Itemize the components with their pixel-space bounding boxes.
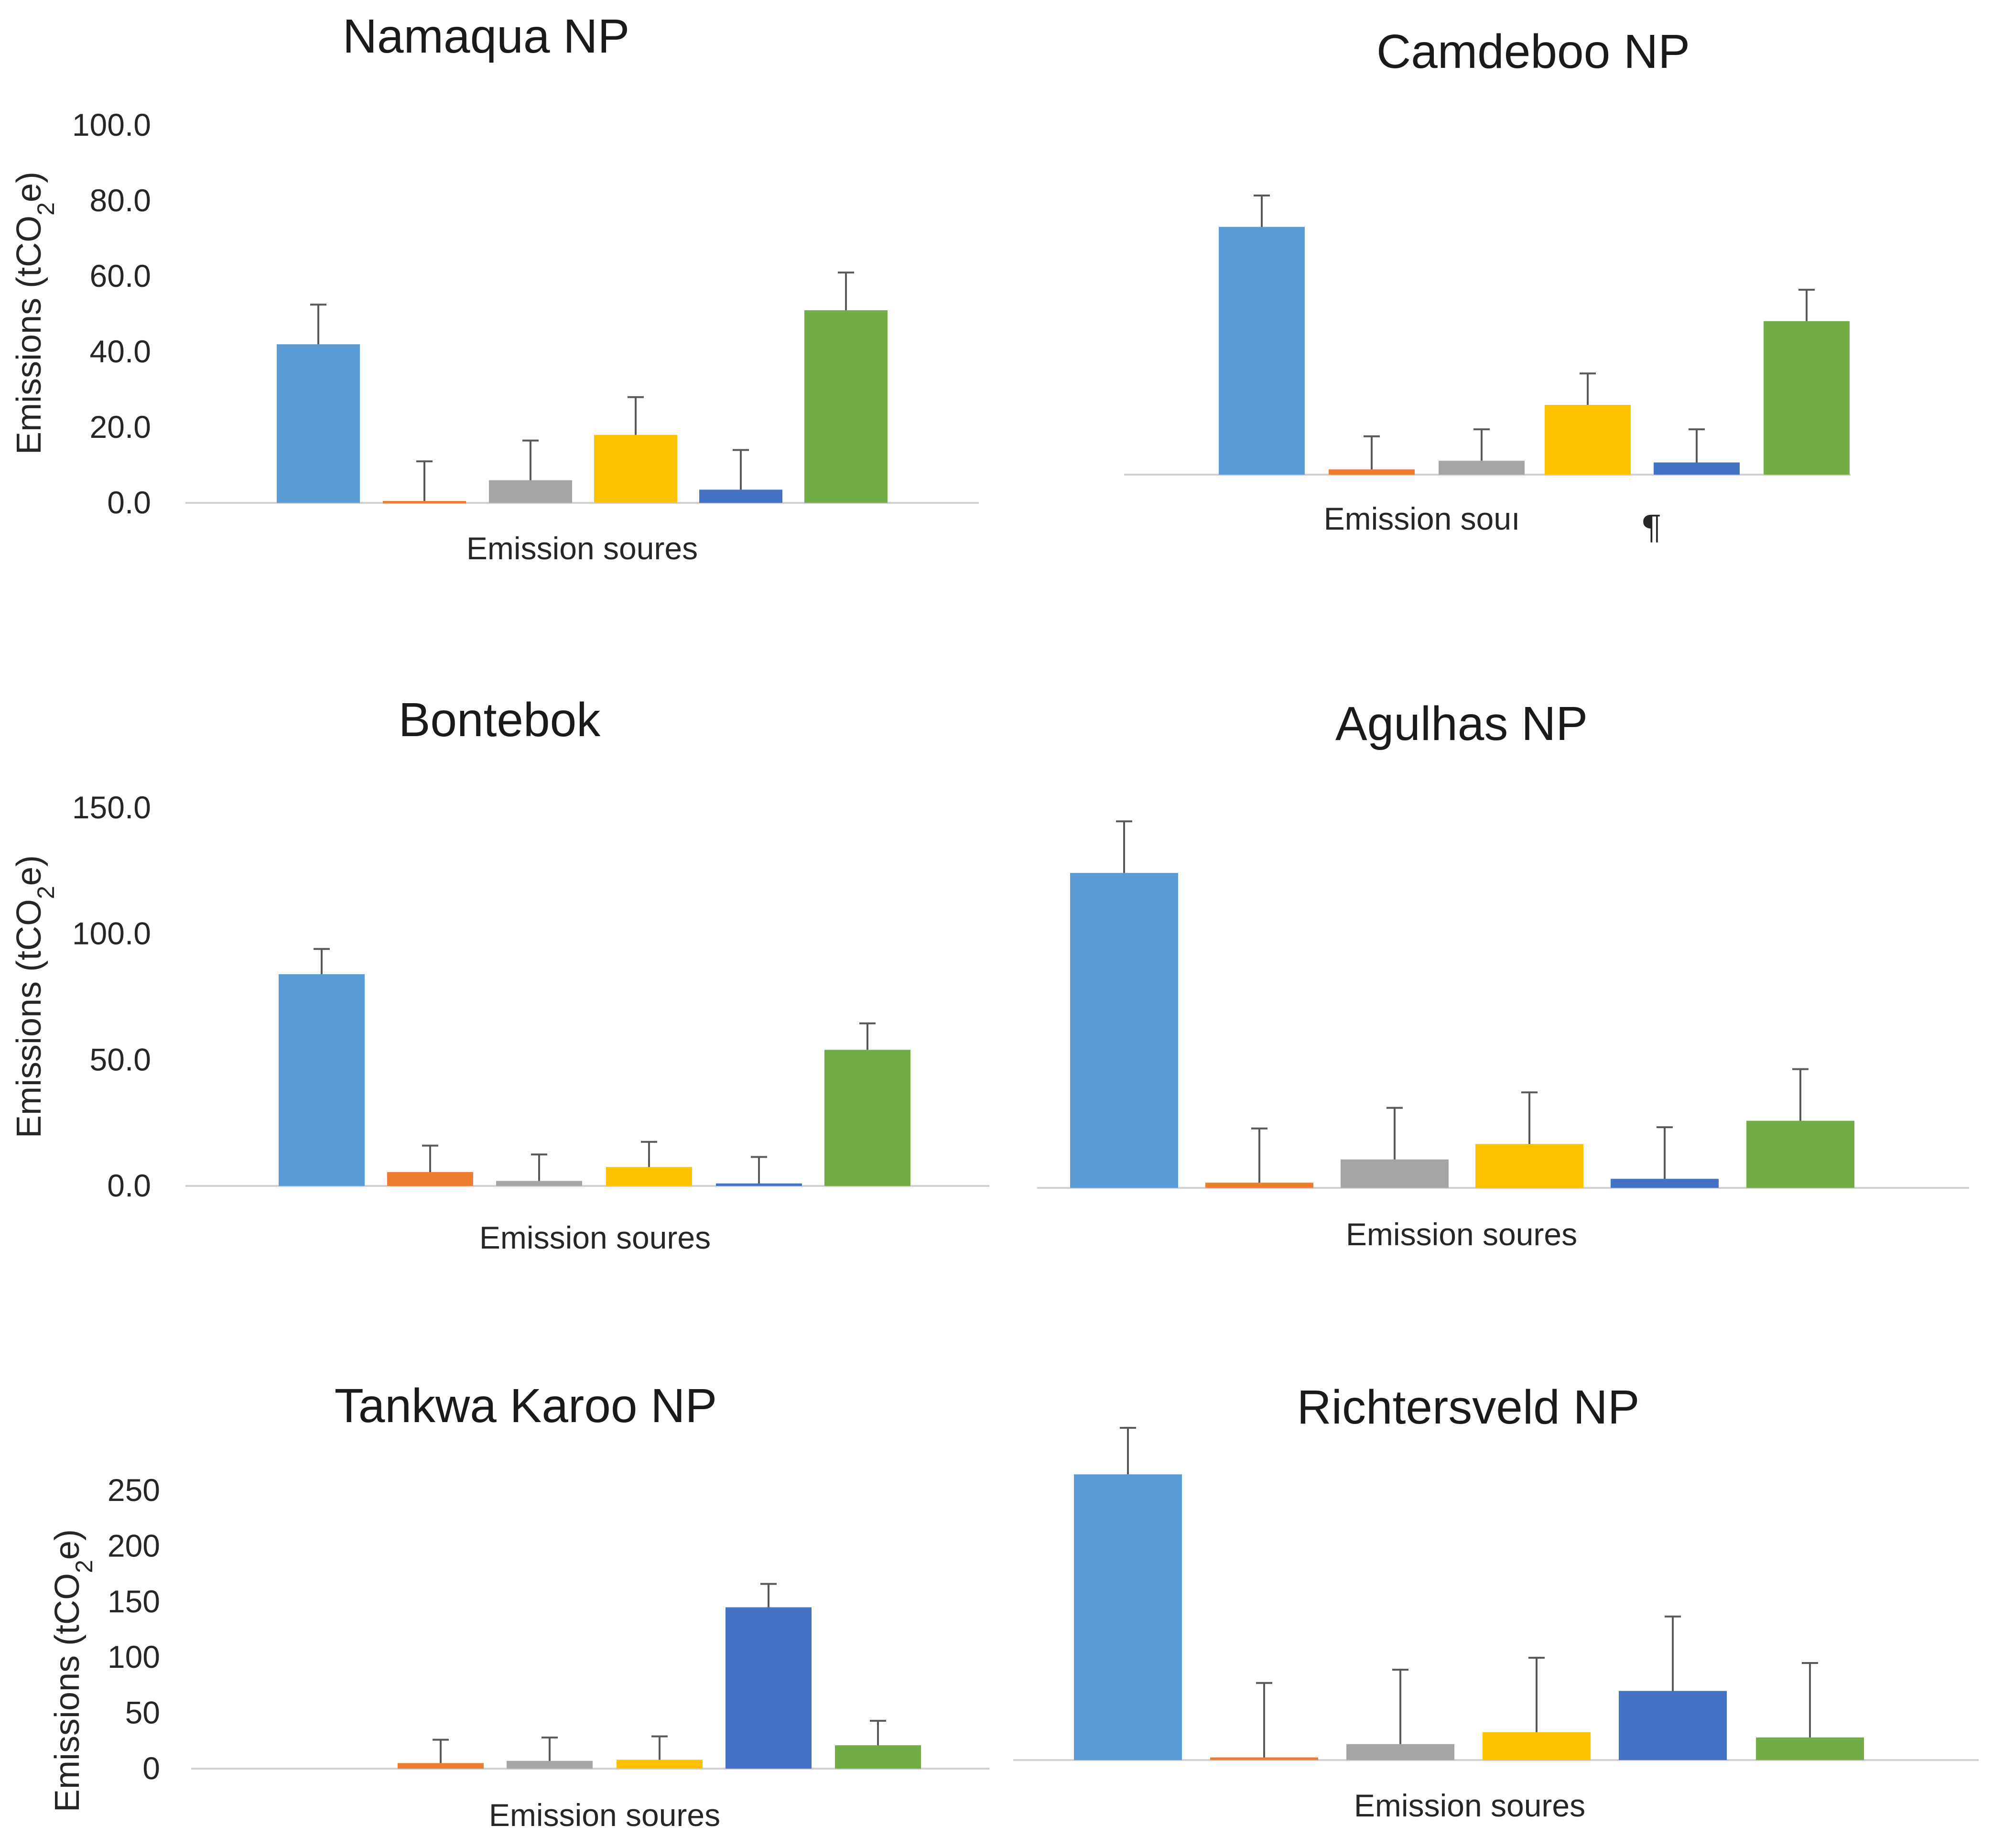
y-tick-label: 150 xyxy=(108,1584,160,1619)
y-tick-label: 200 xyxy=(108,1528,160,1563)
bar xyxy=(489,480,572,503)
chart-panel: Richtersveld NP Emission soures xyxy=(1013,1381,1979,1823)
bar xyxy=(1619,1691,1727,1760)
y-axis-label: Emissions (tCO2e) xyxy=(48,1529,97,1812)
bar xyxy=(398,1763,484,1769)
chart-panel: Camdeboo NP Emission souı ¶ xyxy=(1124,25,1851,547)
y-tick-label: 60.0 xyxy=(90,258,151,294)
pilcrow-mark: ¶ xyxy=(1641,508,1662,547)
x-axis-label: Emission soures xyxy=(1354,1788,1585,1823)
y-tick-label: 250 xyxy=(108,1472,160,1508)
bar xyxy=(606,1167,692,1186)
bar xyxy=(699,489,782,503)
bar xyxy=(594,435,677,503)
bar xyxy=(617,1760,703,1769)
chart-title: Bontebok xyxy=(399,693,601,747)
y-axis-label: Emissions (tCO2e) xyxy=(10,172,59,455)
bar xyxy=(716,1183,802,1186)
chart-panel: Agulhas NP Emission soures xyxy=(1037,697,1969,1252)
bar xyxy=(1483,1732,1591,1760)
chart-panel: Namaqua NP 0.0 20.0 40.0 60.0 80.0 100.0 Emissi… xyxy=(10,10,979,566)
y-tick-label: 150.0 xyxy=(72,790,151,825)
bar xyxy=(383,501,466,504)
bar xyxy=(1210,1757,1318,1760)
y-tick-label: 100.0 xyxy=(72,916,151,951)
x-axis-label: Emission soures xyxy=(489,1797,720,1833)
chart-title: Tankwa Karoo NP xyxy=(335,1379,717,1433)
x-axis-label: Emission souı xyxy=(1324,501,1520,536)
bar xyxy=(279,974,365,1186)
bar xyxy=(1746,1120,1854,1188)
y-tick-label: 0.0 xyxy=(107,485,151,520)
bar xyxy=(1764,321,1850,475)
y-tick-label: 100.0 xyxy=(72,107,151,142)
bar xyxy=(1074,1474,1182,1760)
y-tick-label: 50 xyxy=(125,1695,160,1730)
x-axis-label: Emission soures xyxy=(466,531,698,566)
y-axis-label: Emissions (tCO2e) xyxy=(10,855,59,1138)
bar xyxy=(1654,462,1740,475)
y-tick-label: 0 xyxy=(142,1750,160,1786)
y-tick-label: 40.0 xyxy=(90,334,151,369)
bar xyxy=(1756,1737,1864,1760)
bar xyxy=(496,1181,582,1186)
y-tick-label: 0.0 xyxy=(107,1168,151,1203)
y-tick-label: 100 xyxy=(108,1639,160,1674)
chart-title: Namaqua NP xyxy=(343,10,629,63)
bar xyxy=(1439,460,1525,475)
bar xyxy=(507,1761,593,1769)
x-axis-label: Emission soures xyxy=(479,1220,711,1255)
bar xyxy=(1346,1744,1454,1760)
bar xyxy=(387,1172,473,1186)
bar xyxy=(804,310,888,503)
chart-panel: Bontebok 0.0 50.0 100.0 150.0 Emissions (tCO2… xyxy=(10,693,989,1255)
chart-title: Camdeboo NP xyxy=(1376,25,1690,78)
chart-title: Richtersveld NP xyxy=(1297,1381,1640,1434)
bar xyxy=(1329,469,1415,475)
x-axis-label: Emission soures xyxy=(1346,1217,1577,1252)
bar xyxy=(726,1607,812,1769)
chart-title: Agulhas NP xyxy=(1335,697,1588,750)
bar xyxy=(1070,873,1178,1188)
bar xyxy=(1611,1179,1719,1188)
bar xyxy=(1205,1183,1313,1188)
y-tick-label: 50.0 xyxy=(90,1042,151,1077)
bar xyxy=(1545,405,1631,475)
bar xyxy=(1475,1144,1583,1188)
chart-panel: Tankwa Karoo NP 0 50 100 150 200 250 Emissions … xyxy=(48,1379,989,1833)
bar xyxy=(835,1745,921,1769)
y-tick-label: 20.0 xyxy=(90,409,151,445)
y-tick-label: 80.0 xyxy=(90,183,151,218)
bar xyxy=(1219,227,1305,475)
bar xyxy=(277,344,360,503)
bar xyxy=(1341,1159,1449,1188)
bar xyxy=(824,1050,910,1186)
